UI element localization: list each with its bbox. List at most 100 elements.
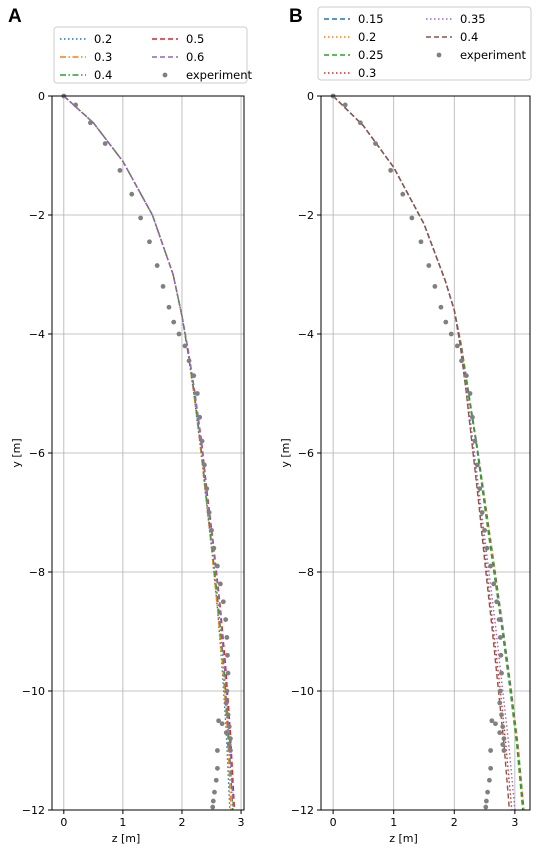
legend-swatch [162, 72, 168, 78]
x-tick-label: 0 [330, 816, 337, 829]
experiment-point [228, 736, 233, 741]
experiment-point [357, 120, 363, 126]
experiment-point [477, 486, 483, 492]
experiment-point [88, 120, 93, 126]
experiment-point [219, 721, 225, 727]
experiment-point [129, 191, 135, 197]
legend-box [317, 6, 532, 81]
experiment-point [160, 284, 166, 289]
legend: 0.15 0.2 0.25 0.3 0.35 0.4 experiment [317, 6, 532, 81]
experiment-point [497, 700, 503, 706]
experiment-point [102, 141, 108, 147]
experiment-point [210, 798, 216, 804]
experiment-point [493, 721, 498, 727]
experiment-point [498, 652, 504, 658]
experiment-point [224, 688, 230, 694]
experiment-point [472, 438, 478, 444]
experiment-point [488, 748, 494, 753]
experiment-point [211, 545, 217, 551]
experiment-point [487, 777, 492, 783]
x-tick-label: 2 [451, 816, 458, 829]
experiment-point [484, 545, 490, 551]
experiment-point [409, 215, 415, 221]
y-tick-label: −2 [29, 209, 45, 222]
experiment-point [117, 167, 123, 173]
experiment-point [497, 635, 503, 640]
legend-label: 0.15 [358, 12, 384, 26]
experiment-point [176, 331, 182, 337]
legend-label: experiment [186, 68, 253, 82]
panel-B: 0 1 2 3 0 −2 −4 −6 −8 −10 −12 z [m] y [m] B 0.15 0.2 0.2… [279, 6, 532, 845]
experiment-point [467, 391, 473, 396]
experiment-point [194, 391, 200, 396]
experiment-point [225, 652, 230, 658]
experiment-point [500, 742, 506, 747]
experiment-point [166, 304, 172, 310]
experiment-point [426, 263, 432, 268]
x-tick-label: 0 [60, 816, 67, 829]
experiment-point [443, 319, 449, 325]
y-tick-label: 0 [38, 90, 45, 103]
experiment-point [501, 736, 507, 741]
series-line-0.4 [332, 95, 511, 811]
series-line-0.6 [63, 95, 235, 811]
experiment-point [171, 319, 177, 325]
grid-B [321, 95, 530, 811]
experiment-point [212, 789, 217, 795]
y-tick-label: −8 [298, 566, 314, 579]
y-tick-label: −10 [22, 685, 45, 698]
experiment-point [226, 742, 232, 747]
x-tick-label: 1 [390, 816, 397, 829]
legend-label: 0.4 [460, 30, 478, 44]
experiment-point [224, 635, 230, 640]
experiment-point [483, 804, 489, 810]
legend-label: 0.6 [186, 50, 204, 64]
x-tick-label: 2 [178, 816, 185, 829]
experiment-point [438, 304, 444, 310]
y-tick-label: −12 [291, 804, 314, 817]
experiment-point [186, 358, 192, 364]
y-tick-label: −4 [298, 328, 314, 341]
experiment-point [210, 804, 216, 810]
experiment-point [479, 510, 485, 515]
experiment-point [73, 102, 79, 108]
experiment-point [215, 765, 220, 771]
series-line-0.2 [332, 95, 525, 811]
experiment-point [197, 414, 203, 420]
legend: 0.2 0.3 0.4 0.5 0.6 experiment [53, 26, 253, 84]
experiment-point [418, 239, 424, 245]
panel-A: 0 1 2 30−2−4−6−8−10−12z [m]y [m]A0.20.30.40… [8, 6, 253, 845]
grid-A [52, 95, 244, 811]
x-axis-label: z [m] [112, 832, 141, 845]
y-tick-label: −6 [29, 447, 45, 460]
experiment-point [223, 730, 229, 736]
x-axis-label: z [m] [389, 832, 418, 845]
experiment-point [342, 102, 348, 108]
panel-letter: A [8, 6, 22, 27]
experiment-point [485, 789, 490, 795]
experiment-point [470, 414, 475, 420]
experiment-point [432, 284, 438, 289]
experiment-point [499, 712, 504, 718]
y-tick-label: −4 [29, 328, 45, 341]
y-tick-label: −8 [29, 566, 45, 579]
y-tick-label: 0 [307, 90, 314, 103]
experiment-point [388, 167, 394, 173]
experiment-point [488, 563, 494, 569]
legend-label: 0.4 [94, 68, 112, 82]
experiment-point [225, 670, 231, 676]
experiment-point [191, 373, 197, 379]
legend-box [53, 26, 248, 84]
experiment-point [154, 263, 160, 268]
y-tick-label: −6 [298, 447, 314, 460]
experiment-point [215, 748, 220, 753]
experiment-point [217, 581, 223, 587]
experiment-point [199, 438, 205, 444]
y-axis-label: y [m] [279, 438, 292, 467]
experiment-point [497, 730, 503, 736]
y-tick-label: −2 [298, 209, 314, 222]
experiment-point [400, 191, 406, 197]
experiment-points [61, 93, 233, 810]
experiment-point [138, 215, 144, 221]
